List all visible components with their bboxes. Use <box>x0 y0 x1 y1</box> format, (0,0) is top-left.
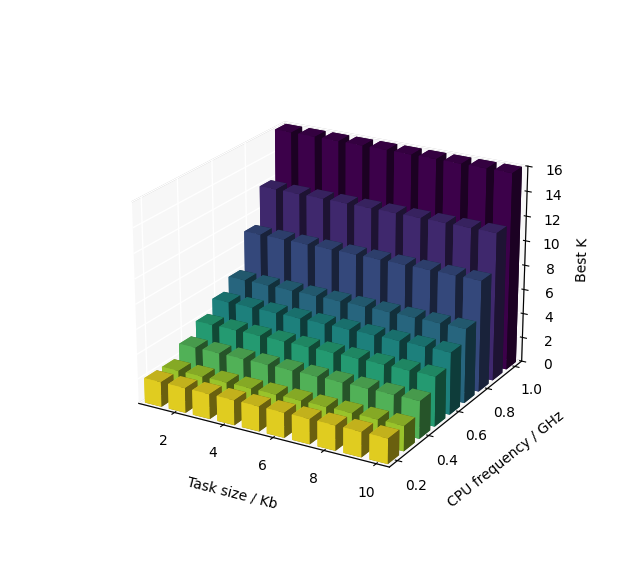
Y-axis label: CPU frequency / GHz: CPU frequency / GHz <box>445 409 566 510</box>
X-axis label: Task size / Kb: Task size / Kb <box>185 474 278 511</box>
